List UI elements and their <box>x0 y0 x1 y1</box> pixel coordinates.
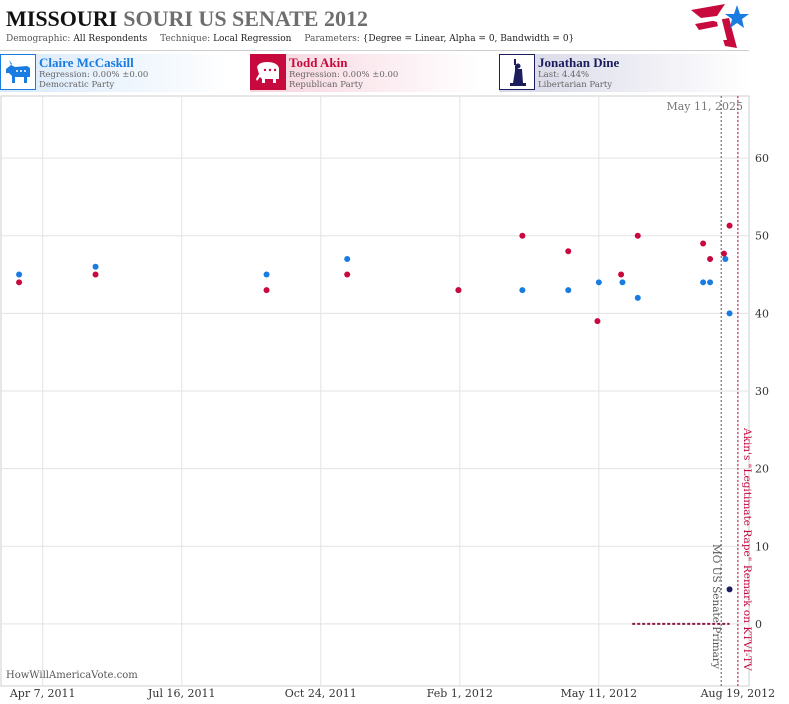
event-label: MO US Senate Primary <box>710 544 722 669</box>
data-point[interactable] <box>594 318 601 325</box>
data-points[interactable] <box>16 222 733 625</box>
data-point[interactable] <box>700 279 707 286</box>
data-point[interactable] <box>726 222 733 229</box>
y-tick-label: 0 <box>755 618 762 631</box>
data-point[interactable] <box>707 256 714 263</box>
legend-card-republican[interactable]: Todd Akin Regression: 0.00% ±0.00 Republ… <box>250 54 480 92</box>
x-tick-label: Oct 24, 2011 <box>285 687 357 700</box>
candidate-regression: Regression: 0.00% ±0.00 <box>289 70 399 80</box>
y-tick-label: 10 <box>755 540 769 553</box>
header-divider <box>0 50 749 51</box>
x-tick-label: Feb 1, 2012 <box>427 687 493 700</box>
candidate-name: Jonathan Dine <box>538 55 620 70</box>
y-tick-label: 40 <box>755 307 769 320</box>
data-point[interactable] <box>92 263 99 270</box>
y-tick-label: 60 <box>755 152 769 165</box>
meta-key: Parameters: <box>304 34 360 44</box>
data-point[interactable] <box>519 232 526 239</box>
current-date-label: May 11, 2025 <box>666 100 743 113</box>
event-label: Akin's "Legitimate Rape" Remark on KTVI-… <box>741 427 753 671</box>
data-point[interactable] <box>565 248 572 255</box>
candidate-party: Republican Party <box>289 80 363 90</box>
candidate-name: Claire McCaskill <box>39 55 134 70</box>
watermark: HowWillAmericaVote.com <box>6 670 138 681</box>
data-point[interactable] <box>16 271 23 278</box>
title-state: MISSOURI <box>6 6 118 31</box>
data-point[interactable] <box>565 287 572 294</box>
data-point[interactable] <box>726 586 733 593</box>
grid <box>0 95 750 687</box>
y-tick-label: 20 <box>755 463 769 476</box>
data-point[interactable] <box>263 287 270 294</box>
data-point[interactable] <box>595 279 602 286</box>
x-tick-label: Aug 19, 2012 <box>700 687 776 700</box>
data-point[interactable] <box>92 271 99 278</box>
data-point[interactable] <box>16 279 23 286</box>
candidate-party: Democratic Party <box>39 80 115 90</box>
event-markers: MO US Senate Primary Akin's "Legitimate R… <box>666 96 753 686</box>
data-point[interactable] <box>263 271 270 278</box>
legend-card-democrat[interactable]: Claire McCaskill Regression: 0.00% ±0.00… <box>0 54 230 92</box>
data-point[interactable] <box>619 279 626 286</box>
data-point[interactable] <box>344 256 351 263</box>
meta-key: Demographic: <box>6 34 71 44</box>
data-point[interactable] <box>455 287 462 294</box>
data-point[interactable] <box>707 279 714 286</box>
donkey-icon <box>0 54 36 90</box>
data-point[interactable] <box>519 287 526 294</box>
y-tick-label: 50 <box>755 230 769 243</box>
data-point[interactable] <box>618 271 625 278</box>
data-point[interactable] <box>634 232 641 239</box>
meta-value: Local Regression <box>213 34 292 44</box>
elephant-icon <box>250 54 286 90</box>
title-race: SOURI US SENATE 2012 <box>123 6 368 31</box>
data-point[interactable] <box>700 240 707 247</box>
data-point[interactable] <box>344 271 351 278</box>
site-logo-icon[interactable] <box>687 2 751 50</box>
x-tick-label: Jul 16, 2011 <box>147 687 216 700</box>
candidate-regression: Regression: 0.00% ±0.00 <box>39 70 149 80</box>
candidate-last: Last: 4.44% <box>538 70 590 80</box>
x-tick-label: May 11, 2012 <box>561 687 638 700</box>
legend-card-libertarian[interactable]: Jonathan Dine Last: 4.44% Libertarian Pa… <box>499 54 749 92</box>
meta-value: {Degree = Linear, Alpha = 0, Bandwidth =… <box>362 34 575 44</box>
candidate-name: Todd Akin <box>289 55 348 70</box>
data-point[interactable] <box>720 250 727 257</box>
x-tick-label: Apr 7, 2011 <box>9 687 76 700</box>
candidate-party: Libertarian Party <box>538 80 613 90</box>
meta-value: All Respondents <box>73 34 148 44</box>
parameters-line: Demographic: All Respondents Technique: … <box>6 34 584 44</box>
statue-of-liberty-icon <box>499 54 535 90</box>
data-point[interactable] <box>726 310 733 317</box>
data-point[interactable] <box>634 294 641 301</box>
axes: 0 10 20 30 40 50 60 Apr 7, 2011 Jul 16, 2011 Oct … <box>9 152 775 700</box>
meta-key: Technique: <box>160 34 211 44</box>
y-tick-label: 30 <box>755 385 769 398</box>
page-title: MISSOURI SOURI US SENATE 2012 <box>6 6 368 32</box>
data-point[interactable] <box>722 256 729 263</box>
